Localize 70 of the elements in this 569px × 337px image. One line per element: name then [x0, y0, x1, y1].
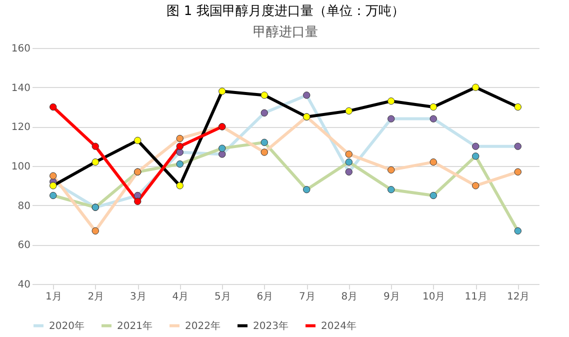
y-tick-label: 100 — [11, 162, 30, 172]
x-tick-label: 3月 — [130, 292, 146, 302]
chart-subtitle: 甲醇进口量 — [253, 25, 318, 40]
point — [92, 227, 99, 234]
y-tick-label: 60 — [18, 240, 30, 252]
y-tick-label: 40 — [18, 280, 30, 290]
point — [260, 138, 268, 146]
point — [430, 192, 437, 200]
point — [303, 92, 310, 99]
point — [472, 142, 480, 150]
x-tick-label: 5月 — [214, 292, 231, 302]
point — [430, 115, 437, 122]
legend-label: 2021年 — [117, 320, 152, 332]
y-tick-label: 120 — [11, 122, 30, 134]
y-tick-label: 80 — [18, 200, 30, 212]
point — [514, 227, 522, 234]
point — [218, 88, 226, 95]
point — [134, 136, 142, 144]
chart-title: 图 1 我国甲醇月度进口量（单位：万吨） — [166, 3, 404, 19]
point — [50, 192, 57, 200]
point — [388, 186, 395, 194]
point — [514, 103, 522, 111]
y-tick-label: 140 — [11, 82, 30, 94]
y-tick-label: 160 — [11, 44, 30, 54]
x-tick-label: 12月 — [507, 292, 530, 302]
point — [134, 198, 142, 205]
point — [472, 152, 480, 160]
point — [176, 182, 184, 190]
legend-label: 2023年 — [253, 320, 288, 332]
point — [218, 144, 226, 152]
x-tick-label: 9月 — [383, 292, 400, 302]
legend-label: 2022年 — [185, 320, 220, 332]
point — [92, 158, 99, 166]
point — [345, 158, 352, 166]
point — [134, 192, 142, 200]
point — [50, 103, 57, 111]
point — [514, 168, 522, 176]
x-tick-label: 1月 — [45, 292, 62, 302]
x-tick-label: 6月 — [256, 292, 274, 302]
point — [472, 84, 480, 91]
point — [472, 182, 480, 190]
point — [430, 158, 437, 166]
x-tick-label: 4月 — [172, 292, 189, 302]
point — [430, 103, 437, 111]
point — [260, 92, 268, 99]
point — [176, 142, 184, 150]
x-tick-label: 10月 — [422, 292, 446, 302]
point — [92, 142, 99, 150]
legend-label: 2020年 — [49, 320, 84, 332]
x-tick-label: 2月 — [88, 292, 104, 302]
point — [388, 166, 395, 174]
point — [388, 98, 395, 105]
x-tick-label: 7月 — [298, 292, 316, 302]
point — [260, 148, 268, 156]
point — [176, 148, 184, 156]
point — [345, 168, 352, 176]
point — [50, 182, 57, 190]
point — [514, 142, 522, 150]
x-tick-label: 11月 — [464, 292, 488, 302]
point — [218, 150, 226, 158]
point — [50, 172, 57, 180]
point — [176, 160, 184, 168]
point — [345, 107, 352, 115]
point — [260, 109, 268, 116]
point — [345, 150, 352, 158]
x-tick-label: 8月 — [341, 292, 358, 302]
point — [176, 134, 184, 142]
point — [388, 115, 395, 122]
legend-label: 2024年 — [321, 320, 356, 332]
point — [303, 186, 310, 194]
